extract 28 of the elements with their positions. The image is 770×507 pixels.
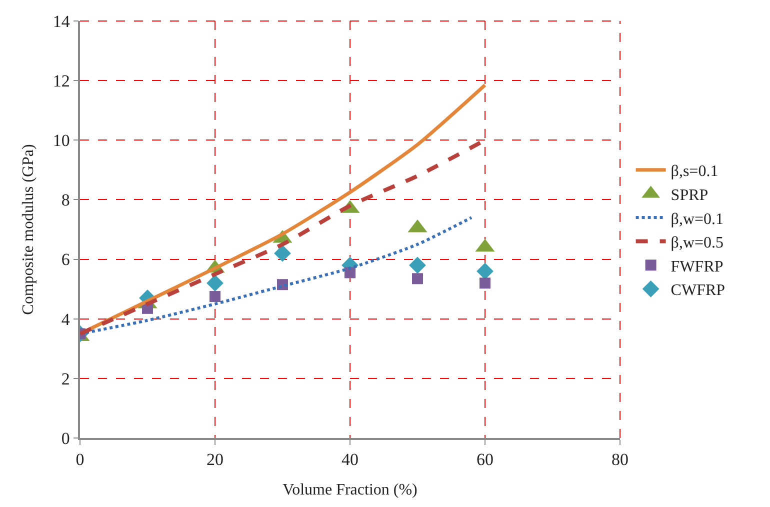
x-tick-label: 60 <box>476 450 494 470</box>
point <box>476 262 494 280</box>
point <box>206 274 224 292</box>
x-tick-label: 20 <box>206 450 224 470</box>
point <box>274 244 291 262</box>
y-tick-label: 12 <box>52 72 70 91</box>
y-tick-label: 4 <box>61 310 70 329</box>
legend-label: FWFRP <box>670 258 724 276</box>
x-tick-label: 0 <box>76 450 84 470</box>
legend-label: SPRP <box>670 186 708 204</box>
y-tick-label: 2 <box>61 369 70 388</box>
y-axis-title: Composite modulus (GPa) <box>20 144 38 315</box>
point <box>409 256 426 274</box>
y-tick-label: 0 <box>61 428 70 448</box>
point <box>480 278 490 289</box>
point <box>210 291 220 302</box>
x-axis-title: Volume Fraction (%) <box>282 481 418 498</box>
legend-label: CWFRP <box>670 282 726 300</box>
y-tick-label: 14 <box>52 12 70 31</box>
legend-label: β,s=0.1 <box>670 163 718 180</box>
legend-label: β,w=0.1 <box>670 210 724 228</box>
y-tick-label: 8 <box>61 190 70 210</box>
legend-label: β,w=0.5 <box>670 234 724 252</box>
y-tick-label: 6 <box>61 250 70 270</box>
y-tick-label: 10 <box>52 131 70 150</box>
x-tick-label: 40 <box>342 450 358 470</box>
point <box>412 273 423 284</box>
x-tick-label: 80 <box>612 450 628 470</box>
